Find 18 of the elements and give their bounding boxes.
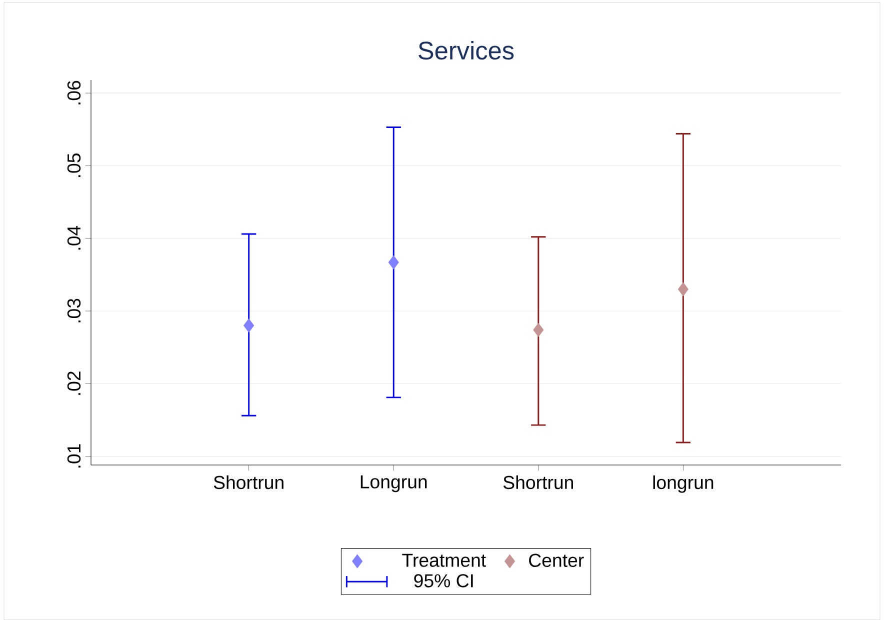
chart-title: Services (418, 40, 514, 60)
y-tick-label: .06 (67, 80, 81, 104)
x-tick-label: Shortrun (503, 475, 573, 490)
legend-label: 95% CI (414, 574, 473, 588)
x-tick-label: Longrun (360, 475, 427, 492)
point (678, 282, 688, 296)
y-tick-label: .02 (67, 372, 81, 395)
point (244, 318, 254, 332)
point (388, 255, 399, 270)
y-tick-label: .04 (67, 226, 81, 250)
x-tick-label: Shortrun (214, 475, 284, 490)
legend-label: Treatment (402, 554, 486, 567)
legend-label: Center (529, 554, 584, 567)
y-tick-label: .03 (67, 298, 81, 322)
point (533, 322, 544, 337)
y-tick-label: .05 (67, 154, 81, 177)
y-tick-label: .01 (67, 444, 81, 468)
x-tick-label: longrun (653, 475, 714, 493)
